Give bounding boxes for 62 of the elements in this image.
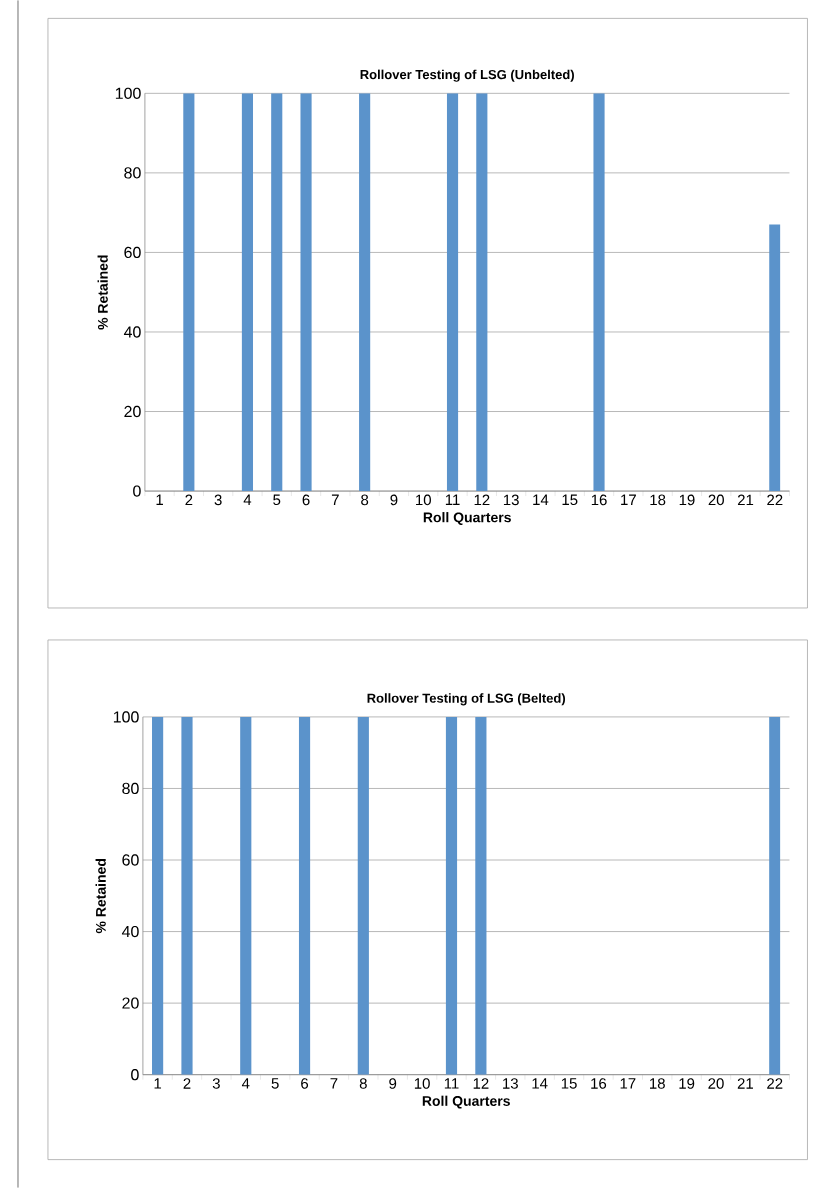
chart-title: Rollover Testing of LSG (Belted) [367, 693, 565, 706]
x-tick-label: 5 [271, 1078, 279, 1089]
x-tick-label: 20 [708, 494, 724, 506]
x-tick-label: 7 [330, 1078, 338, 1089]
x-axis-title: Roll Quarters [422, 1095, 510, 1109]
x-tick-label: 15 [561, 1078, 577, 1089]
y-tick-label: 80 [124, 167, 141, 179]
x-tick-label: 3 [214, 494, 222, 506]
y-tick-label: 60 [124, 246, 141, 259]
y-tick-label: 40 [123, 326, 141, 338]
x-tick-label: 12 [474, 494, 490, 506]
y-tick-label: 0 [130, 1069, 139, 1081]
x-tick-label: 10 [414, 1078, 430, 1089]
x-tick-label: 3 [212, 1078, 220, 1089]
x-tick-label: 10 [415, 494, 431, 506]
x-tick-label: 18 [650, 494, 666, 506]
x-tick-label: 21 [737, 494, 753, 506]
y-axis-title: % Retained [95, 859, 106, 934]
y-tick-label: 60 [122, 854, 139, 866]
x-tick-label: 16 [591, 494, 607, 506]
x-tick-label: 11 [445, 494, 460, 505]
x-tick-label: 2 [183, 1078, 191, 1089]
x-tick-label: 2 [185, 494, 193, 506]
y-tick-label: 80 [122, 782, 139, 795]
x-tick-label: 9 [390, 494, 398, 506]
y-tick-label: 100 [113, 711, 139, 723]
x-tick-label: 6 [302, 494, 310, 506]
x-tick-label: 1 [156, 494, 163, 505]
x-tick-label: 7 [331, 494, 339, 505]
x-tick-label: 13 [503, 494, 519, 506]
y-axis-title: % Retained [97, 255, 108, 330]
x-tick-label: 22 [766, 1078, 783, 1089]
x-tick-label: 20 [708, 1078, 724, 1089]
x-tick-label: 6 [300, 1078, 308, 1089]
x-tick-label: 16 [591, 1078, 606, 1089]
x-tick-label: 19 [679, 494, 695, 506]
chart-title: Rollover Testing of LSG (Unbelted) [360, 69, 574, 82]
x-tick-label: 22 [767, 494, 783, 506]
y-tick-label: 20 [124, 405, 141, 418]
x-tick-label: 18 [649, 1078, 665, 1089]
x-tick-label: 8 [359, 1078, 367, 1089]
x-tick-label: 17 [620, 1078, 636, 1089]
x-tick-label: 15 [562, 494, 578, 506]
y-tick-label: 100 [115, 87, 141, 99]
x-tick-label: 4 [243, 494, 251, 505]
x-tick-label: 14 [532, 1078, 548, 1089]
x-tick-label: 17 [620, 494, 636, 505]
x-tick-label: 19 [679, 1078, 695, 1089]
x-tick-label: 14 [533, 494, 549, 505]
x-tick-label: 13 [502, 1078, 518, 1089]
y-tick-label: 40 [121, 925, 139, 938]
y-tick-label: 20 [122, 997, 139, 1009]
x-tick-label: 12 [473, 1078, 489, 1089]
x-axis-title: Roll Quarters [423, 512, 511, 525]
x-tick-label: 5 [272, 494, 281, 506]
x-tick-label: 4 [241, 1078, 250, 1089]
y-tick-label: 0 [132, 485, 141, 497]
x-tick-label: 1 [154, 1078, 161, 1089]
x-tick-label: 8 [360, 494, 368, 506]
x-tick-label: 11 [444, 1078, 459, 1089]
x-tick-label: 9 [389, 1078, 396, 1089]
x-tick-label: 21 [737, 1078, 753, 1089]
